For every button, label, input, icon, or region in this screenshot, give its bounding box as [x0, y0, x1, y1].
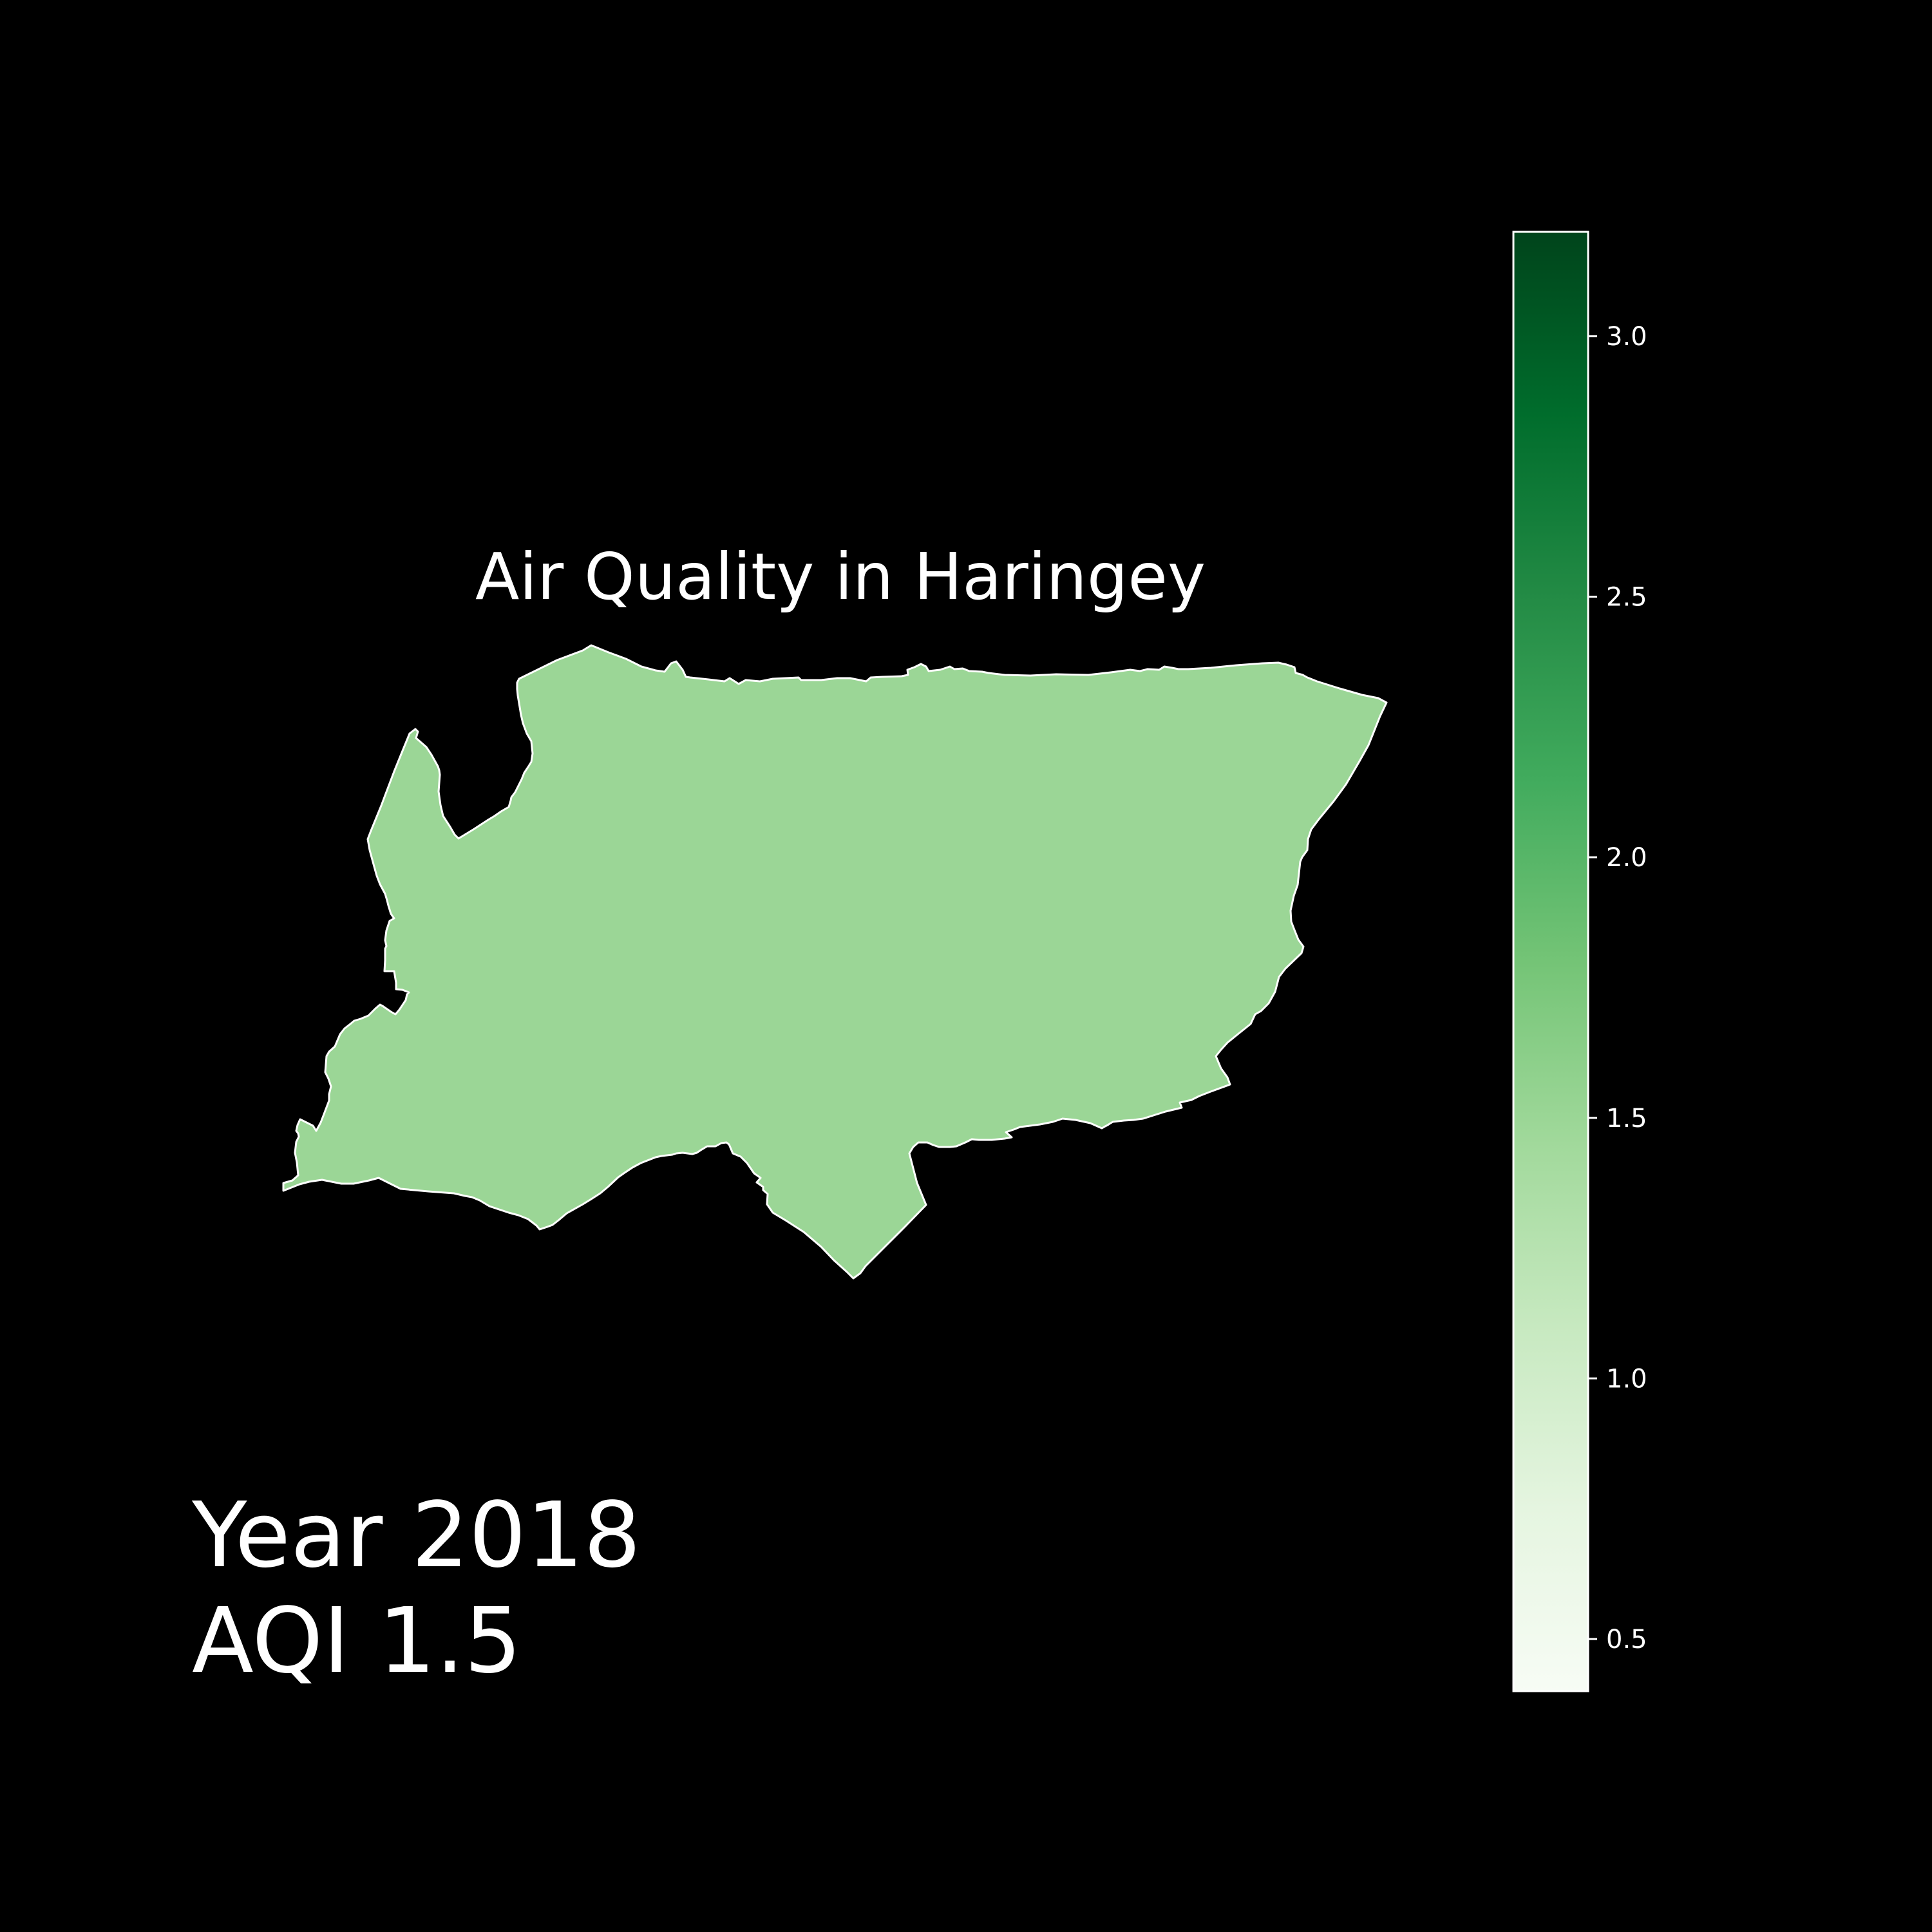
colorbar-tick-label: 0.5 — [1606, 1625, 1647, 1654]
colorbar-tick-label: 2.0 — [1606, 843, 1647, 873]
haringey-region[interactable] — [282, 644, 1388, 1280]
colorbar: 0.5 1.0 1.5 2.0 2.5 3.0 — [1512, 231, 1647, 1692]
map-title: Air Quality in Haringey — [475, 539, 1206, 614]
colorbar-gradient — [1513, 232, 1588, 1691]
aqi-label: AQI 1.5 — [192, 1589, 522, 1694]
colorbar-tick-label: 3.0 — [1606, 322, 1647, 352]
colorbar-tick-label: 1.0 — [1606, 1364, 1647, 1394]
year-label: Year 2018 — [191, 1483, 641, 1588]
colorbar-tick-label: 1.5 — [1606, 1104, 1647, 1133]
colorbar-frame — [1512, 231, 1589, 1692]
colorbar-ticks: 0.5 1.0 1.5 2.0 2.5 3.0 — [1588, 322, 1647, 1654]
colorbar-tick-label: 2.5 — [1606, 583, 1647, 612]
